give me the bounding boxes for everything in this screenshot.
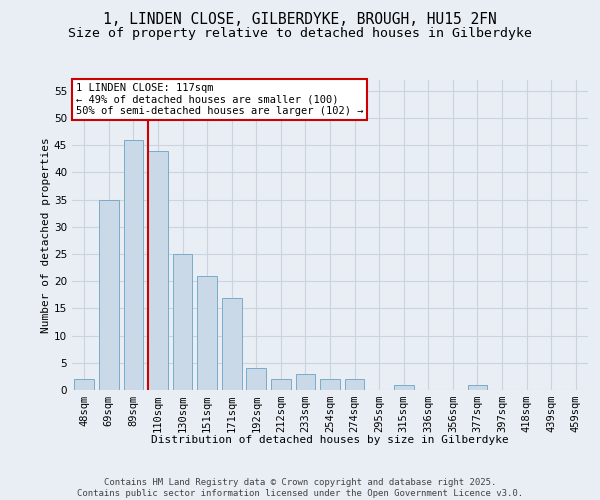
Bar [394, 384, 413, 390]
Text: 1 LINDEN CLOSE: 117sqm
← 49% of detached houses are smaller (100)
50% of semi-de: 1 LINDEN CLOSE: 117sqm ← 49% of detached… [76, 82, 363, 116]
Bar [197, 276, 217, 390]
Bar [173, 254, 193, 390]
Bar [148, 150, 168, 390]
Text: Contains HM Land Registry data © Crown copyright and database right 2025.
Contai: Contains HM Land Registry data © Crown c… [77, 478, 523, 498]
Y-axis label: Number of detached properties: Number of detached properties [41, 137, 51, 333]
Bar [467, 384, 487, 390]
Bar [271, 379, 290, 390]
Bar [222, 298, 242, 390]
Bar [320, 379, 340, 390]
Bar [247, 368, 266, 390]
Text: 1, LINDEN CLOSE, GILBERDYKE, BROUGH, HU15 2FN: 1, LINDEN CLOSE, GILBERDYKE, BROUGH, HU1… [103, 12, 497, 28]
X-axis label: Distribution of detached houses by size in Gilberdyke: Distribution of detached houses by size … [151, 435, 509, 445]
Bar [74, 379, 94, 390]
Bar [345, 379, 364, 390]
Bar [99, 200, 119, 390]
Text: Size of property relative to detached houses in Gilberdyke: Size of property relative to detached ho… [68, 28, 532, 40]
Bar [296, 374, 315, 390]
Bar [124, 140, 143, 390]
